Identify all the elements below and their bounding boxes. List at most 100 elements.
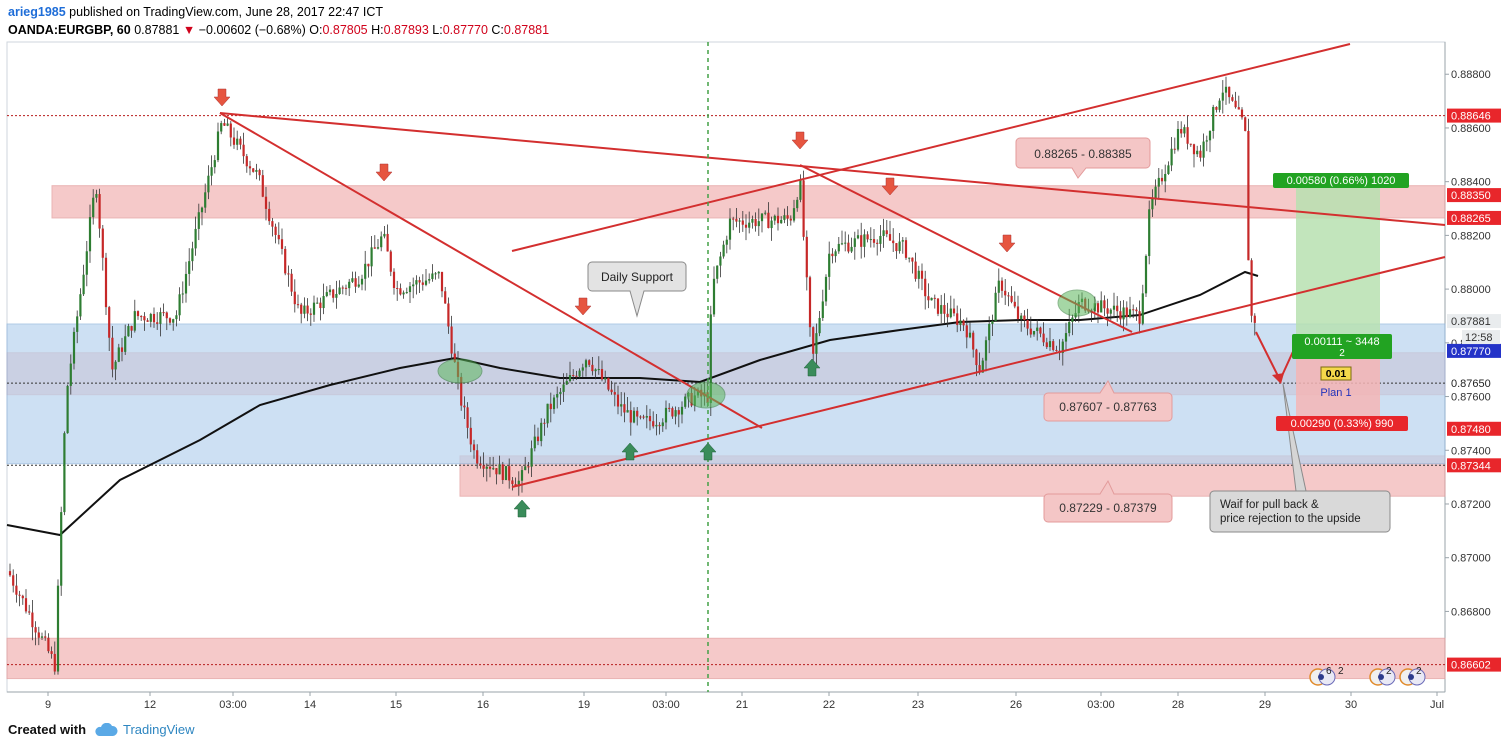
candle xyxy=(911,257,914,274)
candle xyxy=(834,249,837,263)
candle xyxy=(997,268,1000,303)
candle xyxy=(114,360,117,381)
candle xyxy=(988,316,991,354)
candle xyxy=(1164,164,1167,193)
candle xyxy=(485,463,488,482)
candle xyxy=(108,305,111,352)
callouts-layer: 0.88265 - 0.88385 0.87607 - 0.87763 0.87… xyxy=(587,137,1391,533)
y-tick-label: 0.88400 xyxy=(1451,177,1491,189)
candle xyxy=(1144,254,1148,297)
economic-event-badge[interactable]: 2 xyxy=(1399,666,1426,686)
x-tick-label: 23 xyxy=(912,699,924,711)
candle xyxy=(994,286,997,322)
candle xyxy=(63,431,66,516)
candle xyxy=(504,465,508,481)
price-label: 0.87480 xyxy=(1451,424,1491,436)
candle xyxy=(482,452,485,478)
candle xyxy=(984,336,988,372)
price-label: 0.86602 xyxy=(1451,660,1491,672)
trendlines-layer xyxy=(219,42,1446,692)
candle xyxy=(191,241,194,271)
badge-count: 2 xyxy=(1416,666,1422,677)
price-label: 0.87344 xyxy=(1451,460,1491,472)
candle xyxy=(40,632,44,641)
price-label-bg xyxy=(1447,421,1501,436)
candle xyxy=(261,169,264,198)
candle xyxy=(613,382,616,407)
candle xyxy=(1007,292,1010,307)
candle xyxy=(1004,279,1007,305)
candle xyxy=(527,461,530,474)
candle xyxy=(1071,314,1074,336)
candle xyxy=(885,220,888,238)
candle xyxy=(402,290,405,299)
candle xyxy=(104,252,108,315)
candle xyxy=(24,589,28,614)
zone-label-lower-text: 0.87229 - 0.87379 xyxy=(1059,501,1157,515)
position-tool[interactable] xyxy=(1296,188,1380,420)
time-axis[interactable]: 9 03:00 12 14 15 16 19 03:00 21 22 23 26 03:00 28 29 30… xyxy=(45,692,1444,711)
candle xyxy=(447,297,450,334)
candle xyxy=(130,325,133,338)
y-tick-label: 0.87600 xyxy=(1451,392,1491,404)
candle xyxy=(658,422,661,435)
candle xyxy=(776,207,780,231)
candle xyxy=(156,312,159,330)
candle xyxy=(140,315,143,321)
badge-count: 2 xyxy=(1386,666,1392,677)
candle xyxy=(876,239,879,256)
candle xyxy=(216,122,220,163)
candle xyxy=(1125,301,1128,326)
candle xyxy=(120,337,124,362)
candle xyxy=(860,222,863,259)
candle xyxy=(904,237,908,260)
candle xyxy=(1167,161,1170,175)
candle xyxy=(1141,284,1144,326)
candle xyxy=(840,230,844,246)
x-tick-label: 28 xyxy=(1172,699,1184,711)
economic-event-badge[interactable]: 2 xyxy=(1369,666,1396,686)
candle xyxy=(319,297,322,321)
price-axis[interactable]: 0.88800 0.88600 0.88400 0.88200 0.88000 0.878… xyxy=(1445,69,1501,672)
x-tick-label: 29 xyxy=(1259,699,1271,711)
candle xyxy=(639,415,642,420)
candle xyxy=(1189,143,1192,147)
position-labels: 0.00580 (0.66%) 1020 0.00290 (0.33%) 990… xyxy=(1273,173,1409,431)
note-line-1: Waif for pull back & xyxy=(1220,499,1319,511)
stop-label: 0.00290 (0.33%) 990 xyxy=(1291,418,1394,430)
candle xyxy=(642,414,645,420)
candle xyxy=(882,218,885,248)
tradingview-link[interactable]: TradingView xyxy=(94,722,195,737)
candle xyxy=(309,308,312,326)
candle xyxy=(399,283,402,296)
candle xyxy=(424,268,428,287)
candle xyxy=(18,590,21,607)
candle xyxy=(184,261,188,303)
candle xyxy=(562,373,565,402)
low-label: L: xyxy=(432,23,443,37)
candle xyxy=(405,287,408,294)
candle xyxy=(655,413,658,436)
candle xyxy=(1048,328,1052,351)
y-tick-label: 0.87200 xyxy=(1451,499,1491,511)
candle xyxy=(1228,86,1231,104)
target-label: 0.00580 (0.66%) 1020 xyxy=(1287,175,1396,187)
zones-layer xyxy=(6,185,1446,680)
candle xyxy=(1234,91,1237,109)
candle xyxy=(466,402,469,439)
symbol-label: OANDA:EURGBP, 60 xyxy=(8,23,131,37)
candle xyxy=(1100,291,1103,313)
down-arrow-icon xyxy=(998,234,1016,253)
candle xyxy=(581,363,584,378)
candle xyxy=(508,458,511,489)
candle xyxy=(610,380,613,395)
author-name[interactable]: arieg1985 xyxy=(8,5,66,19)
candle xyxy=(1205,135,1208,152)
x-tick-label: 19 xyxy=(578,699,590,711)
candle xyxy=(296,294,300,309)
candle xyxy=(722,240,725,259)
candle xyxy=(370,235,373,277)
